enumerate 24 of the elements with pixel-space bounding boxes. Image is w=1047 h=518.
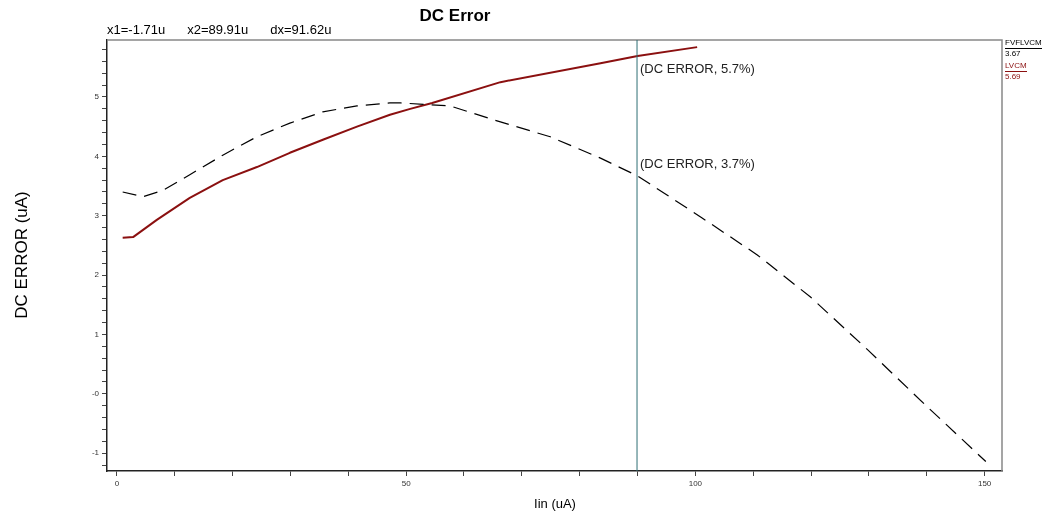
text: x1=-1.71u xyxy=(107,22,166,37)
y-tick-label: -1 xyxy=(91,448,100,458)
text: LVCM xyxy=(1005,61,1027,72)
annotation: (DC ERROR, 3.7%) xyxy=(640,155,755,171)
y-tick-label: 5 xyxy=(94,92,100,102)
y-tick-label: 3 xyxy=(94,210,100,220)
y-tick-label: 4 xyxy=(94,151,100,161)
x-tick-label: 100 xyxy=(688,479,703,488)
text: dx=91.62u xyxy=(270,22,332,37)
line-series xyxy=(122,102,987,463)
y-tick-label: 1 xyxy=(94,329,100,339)
chart-title: DC Error xyxy=(419,6,491,26)
x-axis-title: Iin (uA) xyxy=(534,496,576,511)
x-tick-label: 0 xyxy=(114,479,120,488)
y-axis-title: DC ERROR (uA) xyxy=(12,191,32,319)
x-tick-label: 150 xyxy=(977,479,992,488)
y-tick-label: 2 xyxy=(94,270,100,280)
text: 3.67 xyxy=(1005,49,1022,58)
y-tick-label: -0 xyxy=(91,389,100,399)
text: x2=89.91u xyxy=(187,22,249,37)
text: 5.69 xyxy=(1005,72,1022,81)
text: FVFLVCM xyxy=(1005,38,1042,49)
x-tick-label: 50 xyxy=(401,479,412,488)
annotation: (DC ERROR, 5.7%) xyxy=(640,60,755,76)
